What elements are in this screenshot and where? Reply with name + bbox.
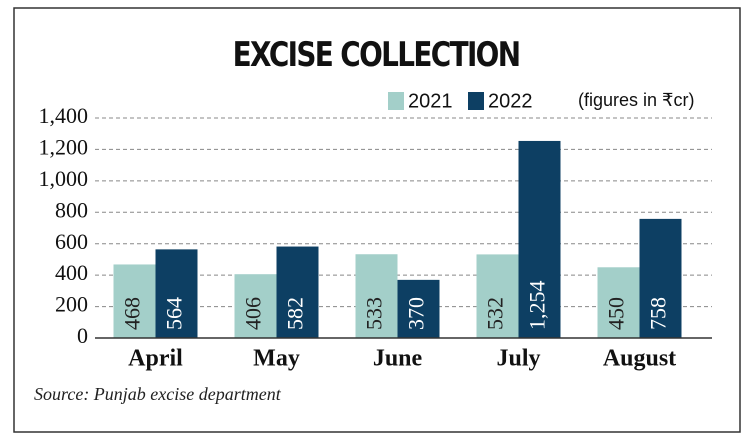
y-tick-label: 0	[77, 323, 88, 348]
x-tick-label: August	[603, 346, 676, 372]
value-label: 758	[646, 297, 671, 330]
value-label: 406	[241, 297, 266, 330]
value-label: 582	[283, 297, 308, 330]
x-tick-label: June	[373, 346, 423, 372]
legend-swatch	[388, 92, 404, 110]
y-tick-label: 1,200	[39, 134, 89, 159]
y-tick-label: 1,000	[39, 166, 89, 191]
bar	[639, 218, 682, 338]
y-tick-label: 800	[55, 197, 88, 222]
legend-label: 2021	[408, 90, 453, 112]
x-tick-label: July	[496, 346, 540, 372]
bar	[597, 267, 640, 338]
bar	[355, 254, 398, 338]
legend-swatch	[468, 92, 484, 110]
bar	[397, 279, 440, 338]
value-label: 532	[483, 297, 508, 330]
y-tick-label: 600	[55, 229, 88, 254]
value-label: 450	[604, 297, 629, 330]
bar	[518, 140, 561, 338]
y-tick-label: 200	[55, 292, 88, 317]
y-tick-label: 400	[55, 260, 88, 285]
bar	[476, 254, 519, 338]
x-tick-label: May	[253, 346, 300, 372]
value-label: 533	[362, 297, 387, 330]
x-tick-label: April	[128, 346, 183, 372]
value-label: 564	[162, 297, 187, 330]
legend-label: 2022	[488, 90, 533, 112]
value-label: 1,254	[525, 281, 550, 331]
y-tick-label: 1,400	[39, 103, 89, 128]
frame	[13, 7, 741, 433]
chart-title: EXCISE COLLECTION	[233, 35, 520, 74]
source: Source: Punjab excise department	[34, 384, 282, 404]
bar	[113, 264, 156, 338]
bar	[276, 246, 319, 338]
value-label: 468	[120, 297, 145, 330]
value-label: 370	[404, 297, 429, 330]
note: (figures in ₹cr)	[578, 90, 694, 110]
bar	[234, 274, 277, 338]
bar	[155, 249, 198, 338]
